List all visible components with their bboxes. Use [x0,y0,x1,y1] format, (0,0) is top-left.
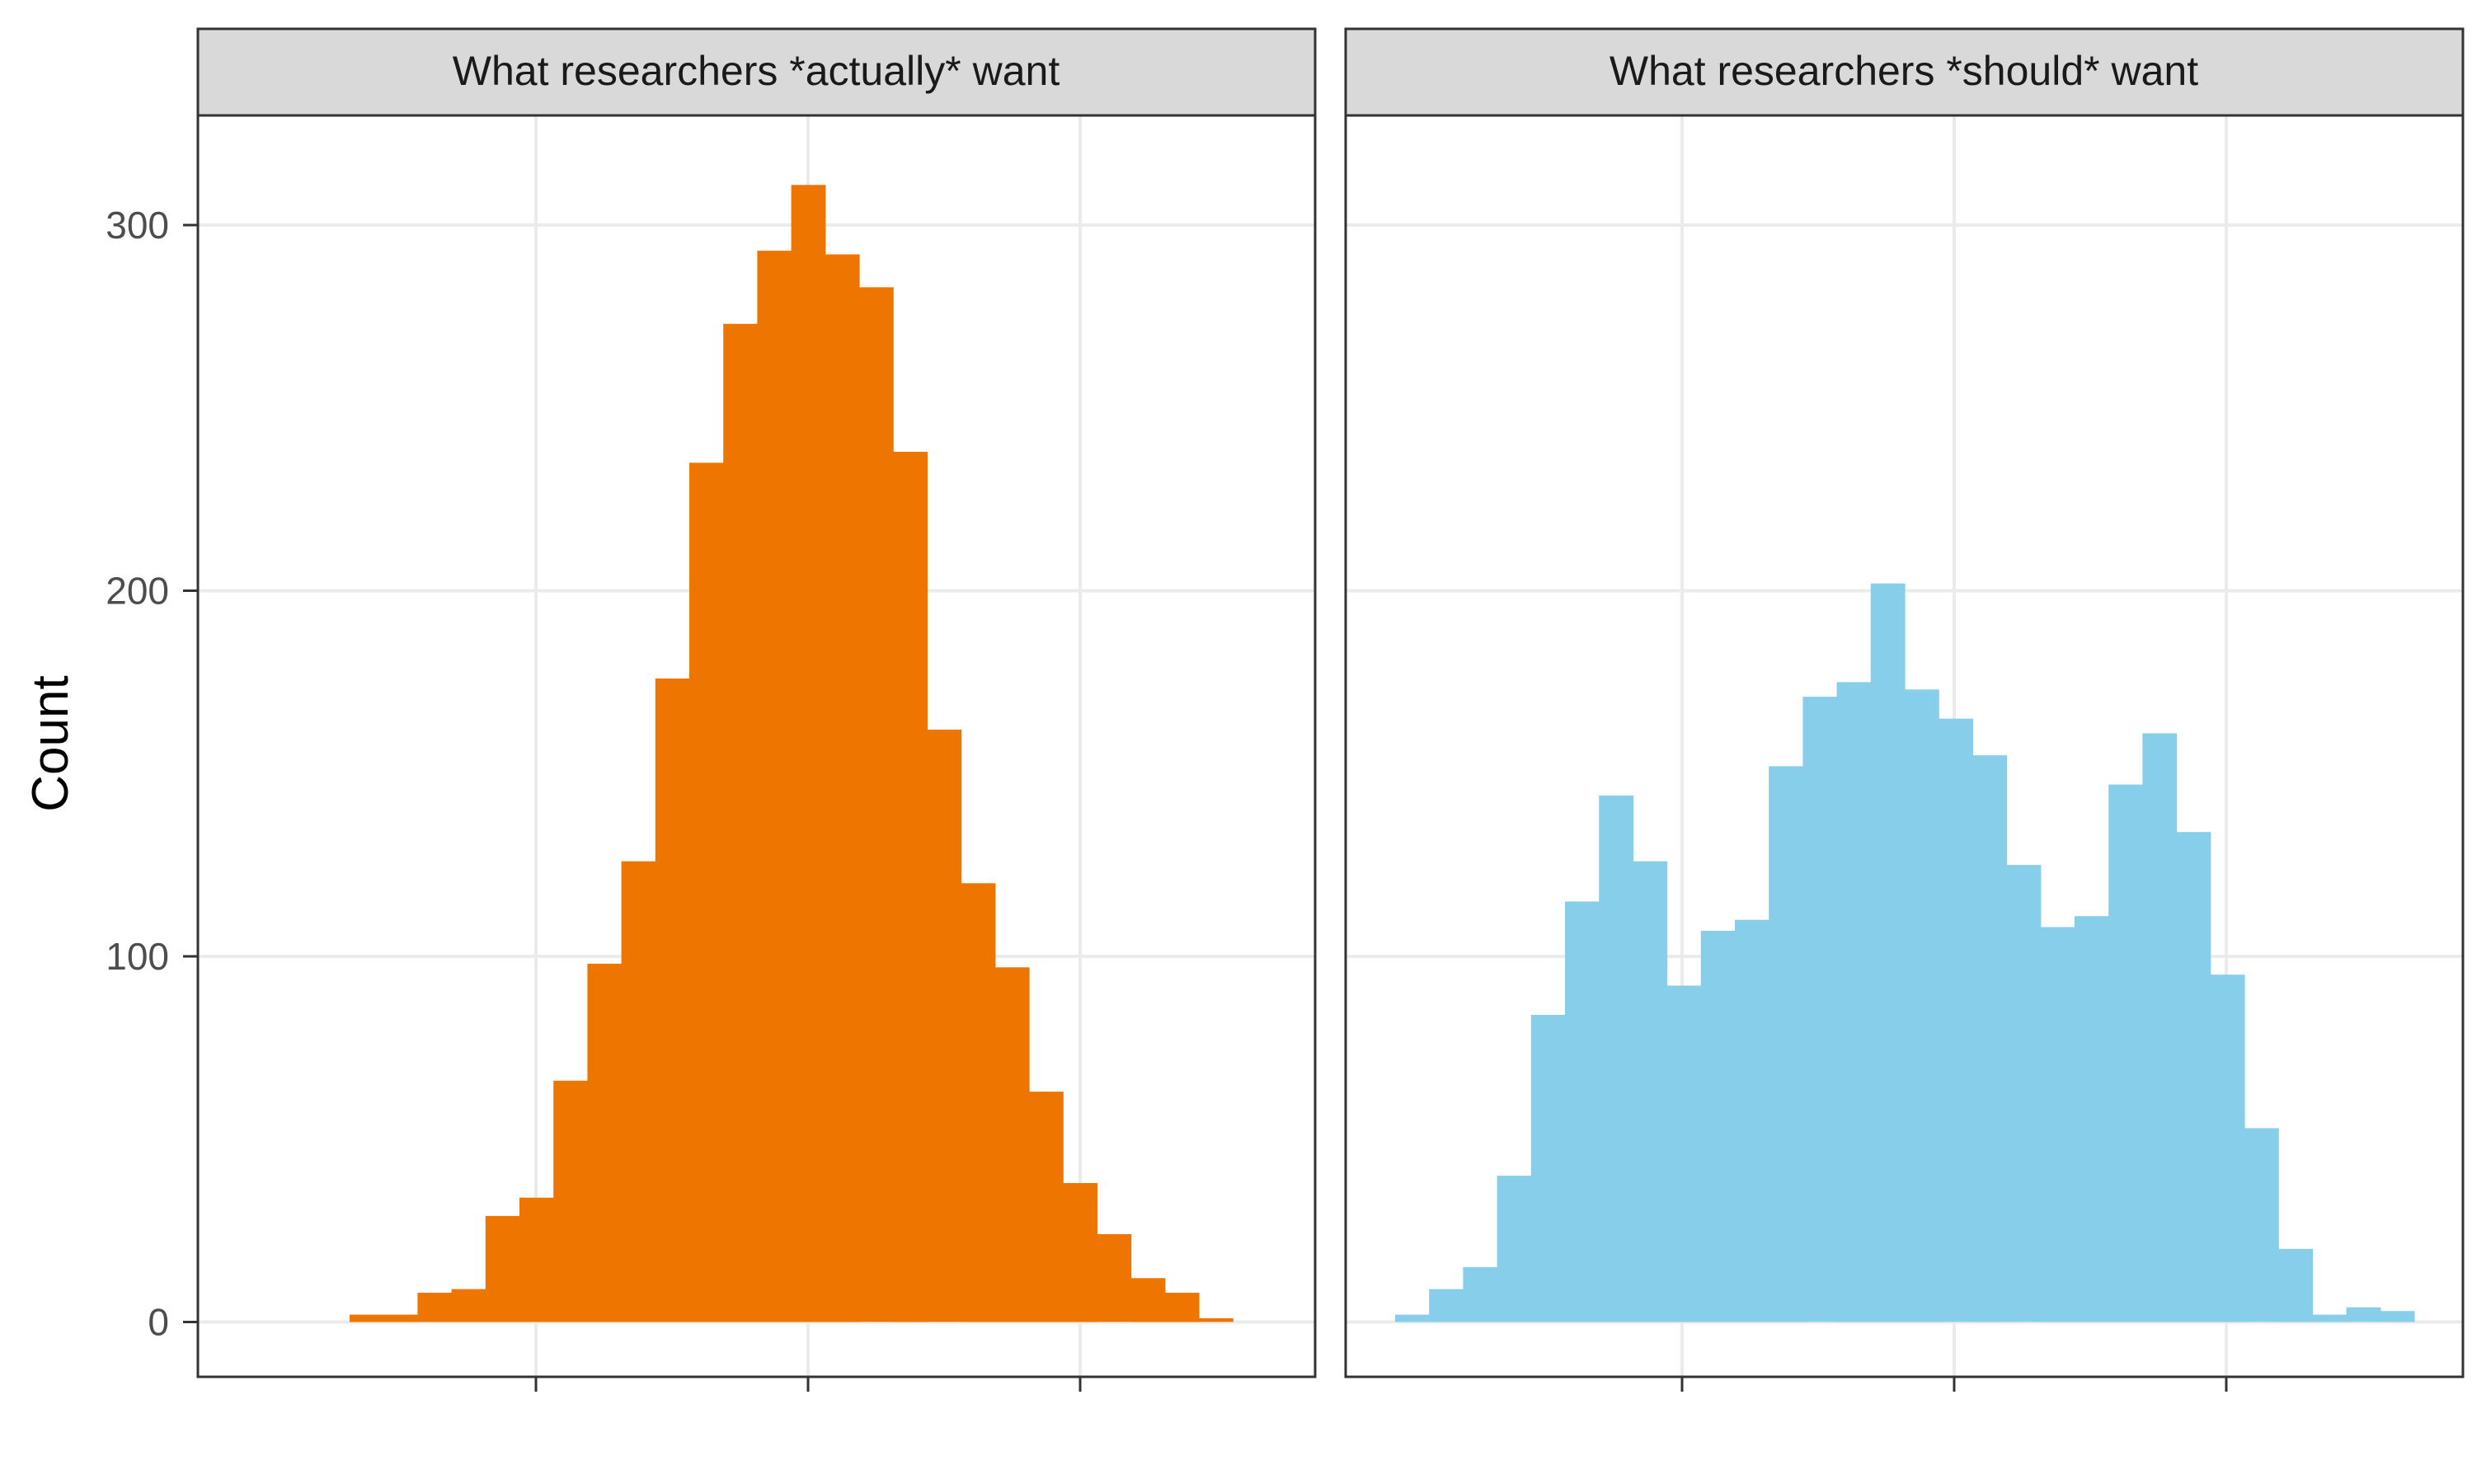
histogram-bar [1530,1015,1566,1322]
panel-should-bars [1395,583,2415,1322]
histogram-bar [1599,795,1633,1322]
facet-label-should: What researchers *should* want [1610,48,2198,94]
facet-label-actually: What researchers *actually* want [453,48,1060,94]
histogram-bar [1870,583,1906,1322]
histogram-bar [994,967,1030,1322]
y-tick-labels: 0 100 200 300 [106,204,198,1343]
y-tick-label: 0 [148,1300,169,1343]
histogram-bar [791,185,826,1322]
histogram-bar [2075,916,2109,1322]
histogram-bar [519,1197,554,1322]
histogram-bar [723,323,758,1322]
histogram-bar [689,463,724,1322]
histogram-bar [825,254,860,1322]
histogram-bar [2312,1314,2347,1322]
histogram-bar [1633,861,1668,1322]
histogram-bar [2278,1248,2313,1322]
histogram-bar [1395,1314,1430,1322]
histogram-bar [485,1215,520,1322]
histogram-bar [1199,1318,1234,1322]
histogram-bar [1802,697,1838,1322]
panel-actually-bars [350,185,1234,1322]
histogram-bar [587,963,623,1322]
histogram-bar [383,1314,418,1322]
histogram-bar [350,1314,384,1322]
histogram-bar [1130,1278,1166,1322]
histogram-bar [2108,784,2143,1322]
histogram-bar [553,1080,588,1322]
histogram-bar [1029,1092,1064,1322]
panel-should-border [1344,114,2465,1378]
strip-actually [196,27,1317,117]
histogram-bar [2346,1307,2381,1322]
histogram-bar [655,679,690,1322]
histogram-bar [961,883,996,1322]
histogram-bar [621,861,656,1322]
panel-should-x-ticks [1680,1377,2228,1392]
histogram-bar [927,730,962,1322]
histogram-bar [2040,927,2075,1322]
histogram-bar [417,1293,453,1322]
histogram-bar [451,1289,486,1322]
histogram-bar [2210,974,2245,1322]
histogram-bar [2176,832,2211,1322]
histogram-bar [1164,1293,1200,1322]
panel-actually-border [196,114,1317,1378]
histogram-bar [1972,755,2008,1322]
panel-should: What researchers *should* want [1344,27,2465,1392]
histogram-bar [1497,1176,1532,1322]
y-tick-label: 200 [106,570,169,613]
histogram-bar [1565,901,1600,1322]
histogram-bar [757,251,792,1322]
histogram-bar [859,287,894,1322]
histogram-bar [1666,985,1702,1322]
histogram-bar [1097,1234,1132,1322]
histogram-bar [2244,1128,2279,1322]
y-axis-title: Count [22,675,79,811]
y-tick-label: 100 [106,935,169,978]
panel-actually-x-ticks [534,1377,1082,1392]
histogram-bar [893,452,928,1322]
histogram-bar [1463,1267,1498,1322]
panel-actually: What researchers *actually* want [196,27,1317,1392]
histogram-bar [1836,682,1872,1322]
histogram-bar [1905,689,1939,1322]
histogram-bar [2142,733,2178,1322]
histogram-bar [1700,931,1736,1322]
histogram-bar [2380,1311,2415,1322]
histogram-bar [1939,718,1973,1322]
histogram-bar [2006,865,2042,1322]
histogram-bar [1769,766,1803,1322]
y-tick-label: 300 [106,204,169,247]
histogram-bar [1429,1289,1464,1322]
histogram-bar [1735,919,1769,1322]
histogram-bar [1063,1183,1097,1322]
